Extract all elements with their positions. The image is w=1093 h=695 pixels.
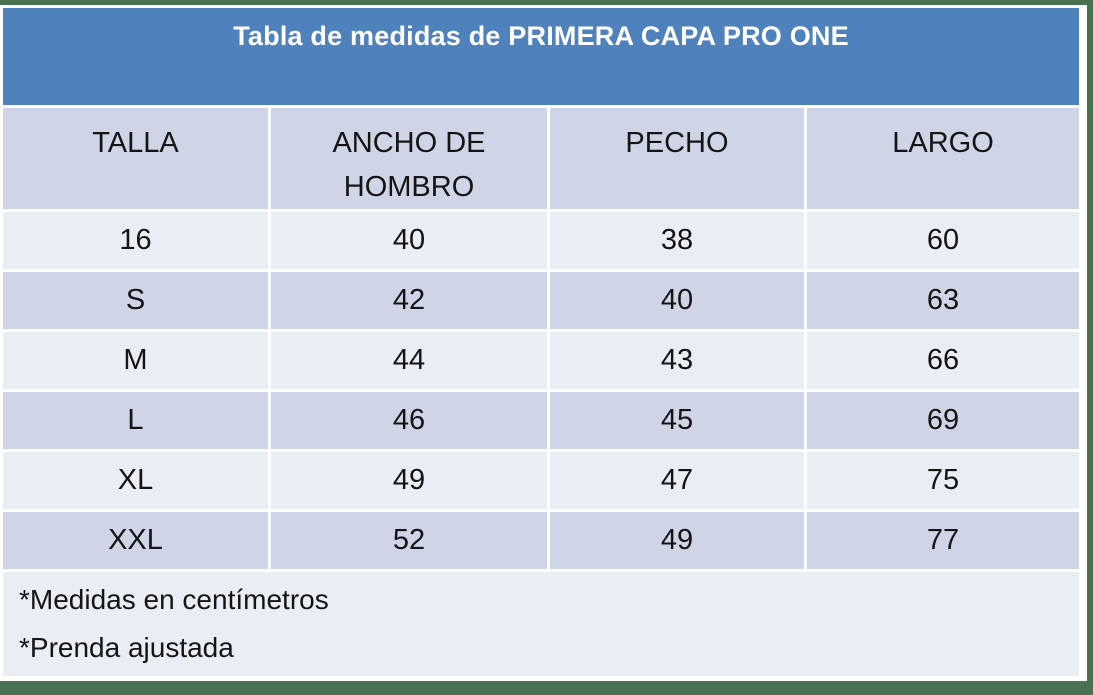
cell-pecho: 38 xyxy=(550,212,804,269)
cell-ancho: 40 xyxy=(271,212,547,269)
footnotes-cell: *Medidas en centímetros *Prenda ajustada xyxy=(3,572,1080,676)
column-header-label: TALLA xyxy=(92,127,179,159)
cell-ancho: 52 xyxy=(271,512,547,569)
footnotes-row: *Medidas en centímetros *Prenda ajustada xyxy=(3,572,1080,676)
cell-talla: XXL xyxy=(3,512,268,569)
table-row-l: L 46 45 69 xyxy=(3,392,1080,449)
title-row: Tabla de medidas de PRIMERA CAPA PRO ONE xyxy=(3,8,1080,105)
cell-talla: XL xyxy=(3,452,268,509)
column-header-label: ANCHO DE HOMBRO xyxy=(332,127,486,203)
footnote-fit: *Prenda ajustada xyxy=(19,632,234,663)
column-header-label: PECHO xyxy=(625,127,729,159)
table-row-xl: XL 49 47 75 xyxy=(3,452,1080,509)
column-header-row: TALLA ANCHO DE HOMBRO PECHO LARGO xyxy=(3,108,1080,209)
cell-largo: 60 xyxy=(807,212,1080,269)
cell-talla: L xyxy=(3,392,268,449)
cell-ancho: 49 xyxy=(271,452,547,509)
column-header-ancho-de-hombro: ANCHO DE HOMBRO xyxy=(271,108,547,209)
column-header-talla: TALLA xyxy=(3,108,268,209)
table-title: Tabla de medidas de PRIMERA CAPA PRO ONE xyxy=(3,8,1080,105)
footnote-units: *Medidas en centímetros xyxy=(19,584,329,615)
cell-pecho: 49 xyxy=(550,512,804,569)
column-header-label: LARGO xyxy=(892,127,994,159)
cell-talla: S xyxy=(3,272,268,329)
cell-largo: 66 xyxy=(807,332,1080,389)
cell-largo: 75 xyxy=(807,452,1080,509)
table-row-s: S 42 40 63 xyxy=(3,272,1080,329)
cell-talla: 16 xyxy=(3,212,268,269)
table-row-xxl: XXL 52 49 77 xyxy=(3,512,1080,569)
cell-ancho: 46 xyxy=(271,392,547,449)
cell-pecho: 40 xyxy=(550,272,804,329)
column-header-pecho: PECHO xyxy=(550,108,804,209)
cell-largo: 77 xyxy=(807,512,1080,569)
cell-ancho: 44 xyxy=(271,332,547,389)
cell-largo: 63 xyxy=(807,272,1080,329)
cell-talla: M xyxy=(3,332,268,389)
frame-border-right xyxy=(1087,0,1093,695)
table-row-m: M 44 43 66 xyxy=(3,332,1080,389)
table-row-16: 16 40 38 60 xyxy=(3,212,1080,269)
frame-border-top xyxy=(0,0,1093,5)
frame-border-bottom xyxy=(0,681,1093,695)
cell-ancho: 42 xyxy=(271,272,547,329)
cell-largo: 69 xyxy=(807,392,1080,449)
cell-pecho: 47 xyxy=(550,452,804,509)
column-header-largo: LARGO xyxy=(807,108,1080,209)
cell-pecho: 45 xyxy=(550,392,804,449)
size-chart-table: Tabla de medidas de PRIMERA CAPA PRO ONE… xyxy=(0,5,1083,679)
cell-pecho: 43 xyxy=(550,332,804,389)
